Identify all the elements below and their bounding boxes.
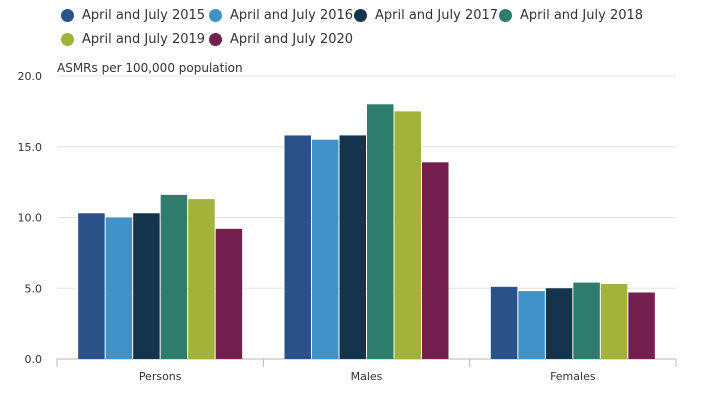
- bar-persons-1: [105, 217, 133, 359]
- legend-label: April and July 2017: [375, 8, 499, 23]
- bar-males-1: [312, 139, 339, 359]
- y-tick-label-0: 0.0: [25, 353, 43, 366]
- y-axis-label: ASMRs per 100,000 population: [57, 61, 243, 75]
- legend-dot-icon: [61, 33, 74, 46]
- legend-label: April and July 2018: [520, 8, 644, 23]
- y-tick-label-1: 5.0: [25, 282, 43, 295]
- bar-persons-3: [160, 194, 188, 359]
- y-tick-label-3: 15.0: [18, 141, 43, 154]
- legend-label: April and July 2020: [230, 32, 354, 47]
- legend-label: April and July 2016: [230, 8, 354, 23]
- bar-persons-4: [188, 199, 215, 359]
- legend-item-5: April and July 2020: [209, 32, 353, 47]
- bar-females-4: [600, 284, 628, 359]
- bar-females-3: [573, 282, 600, 359]
- bar-females-5: [628, 292, 655, 359]
- legend-label: April and July 2019: [82, 32, 206, 47]
- bar-persons-5: [215, 228, 243, 359]
- bar-males-4: [394, 111, 421, 359]
- x-tick-label-persons: Persons: [139, 370, 182, 383]
- bar-persons-0: [78, 213, 105, 359]
- legend-dot-icon: [209, 9, 222, 22]
- legend-dot-icon: [61, 9, 74, 22]
- bar-males-2: [339, 135, 366, 359]
- legend-item-2: April and July 2017: [354, 8, 498, 23]
- y-tick-label-4: 20.0: [18, 70, 43, 83]
- x-tick-label-males: Males: [351, 370, 383, 383]
- bar-females-0: [490, 286, 518, 359]
- legend-item-3: April and July 2018: [499, 8, 643, 23]
- bar-males-0: [284, 135, 311, 359]
- legend-item-4: April and July 2019: [61, 32, 205, 47]
- y-tick-label-2: 10.0: [18, 212, 43, 225]
- bar-males-5: [422, 162, 449, 359]
- legend-item-1: April and July 2016: [209, 8, 353, 23]
- legend-dot-icon: [499, 9, 512, 22]
- bar-males-3: [367, 104, 394, 359]
- legend-dot-icon: [354, 9, 367, 22]
- bar-females-2: [545, 288, 573, 359]
- legend-label: April and July 2015: [82, 8, 206, 23]
- bar-persons-2: [133, 213, 160, 359]
- x-tick-label-females: Females: [550, 370, 596, 383]
- legend-dot-icon: [209, 33, 222, 46]
- legend-item-0: April and July 2015: [61, 8, 205, 23]
- bar-females-1: [518, 291, 545, 359]
